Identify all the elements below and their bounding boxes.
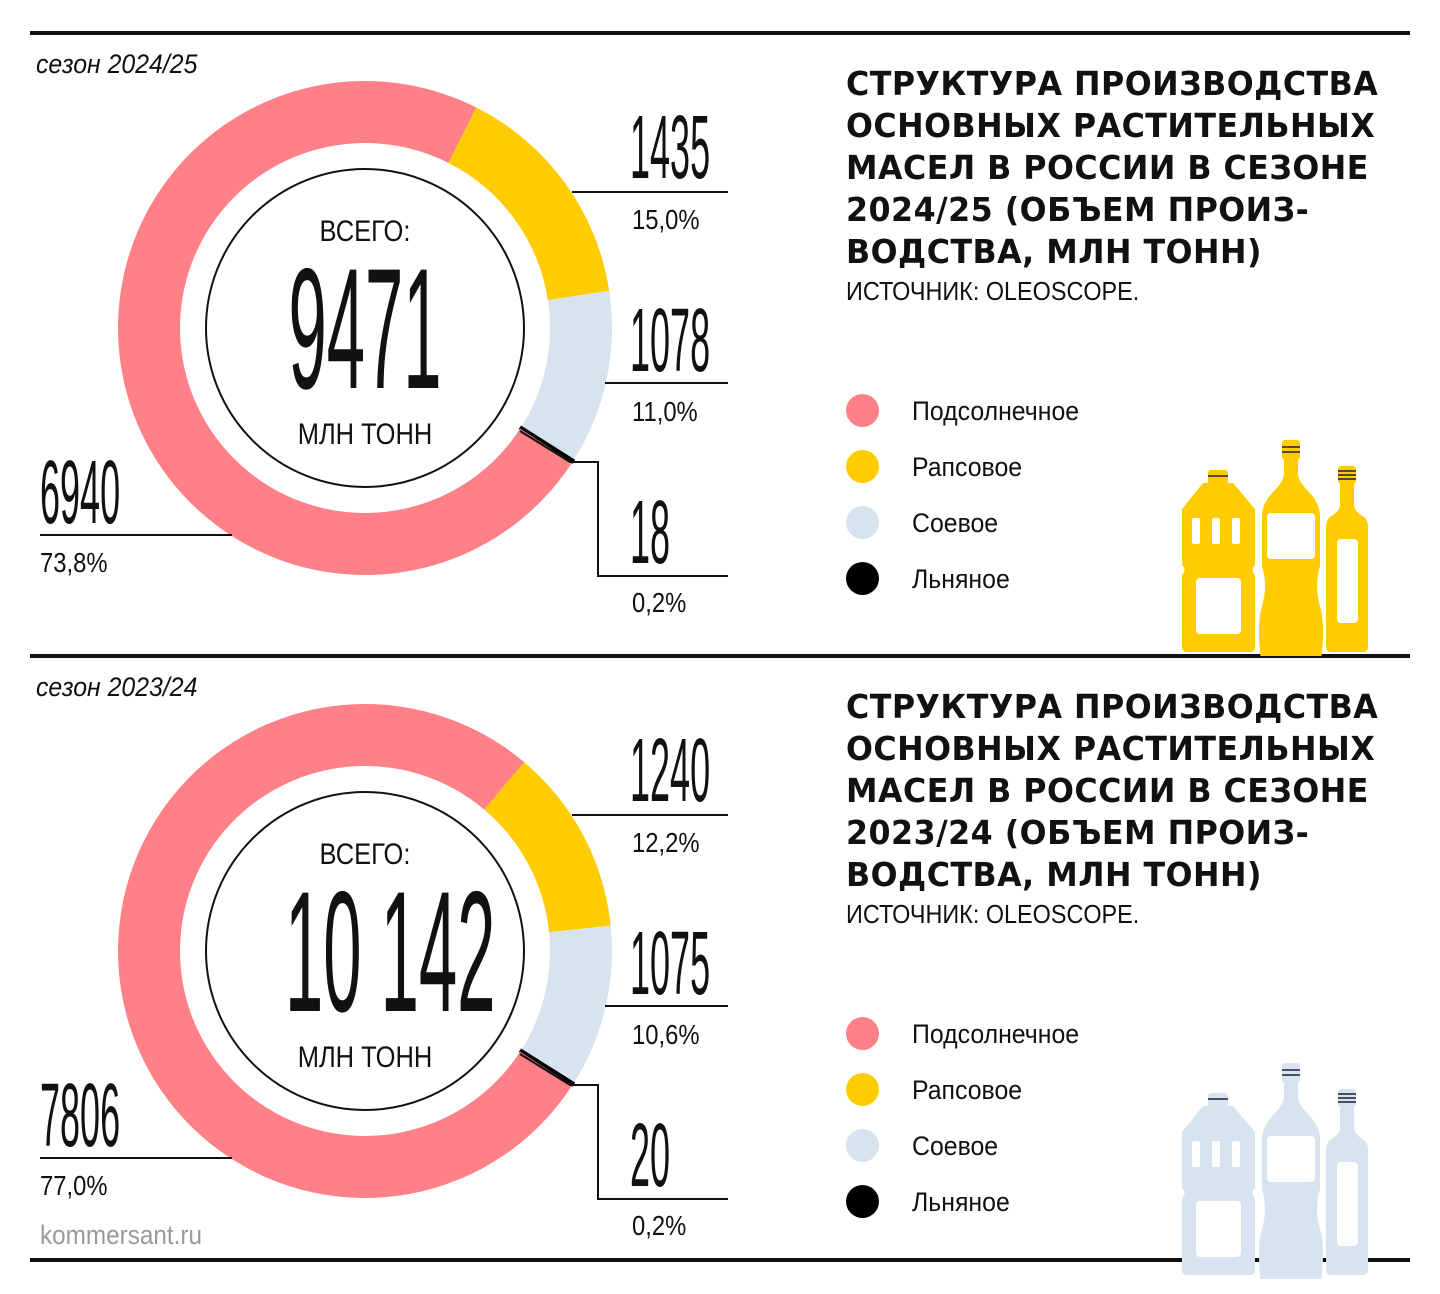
- leader-line-linen: [519, 430, 728, 577]
- total-value: 9471: [288, 233, 442, 425]
- legend-label-sunflower: Подсолнечное: [912, 396, 1080, 426]
- inner-circle: [205, 168, 525, 488]
- source-note: ИСТОЧНИК: OLEOSCOPE.: [846, 899, 1140, 929]
- title-line: МАСЕЛ В РОССИИ В СЕЗОНЕ: [846, 148, 1369, 187]
- bottle-label: [1337, 539, 1358, 623]
- value-label-sunflower: 6940: [40, 443, 121, 543]
- donut-slice-rapeseed: [484, 762, 611, 933]
- legend-label-sunflower: Подсолнечное: [912, 1019, 1080, 1049]
- donut-slice-soy: [521, 925, 612, 1083]
- value-label-linen: 18: [630, 483, 671, 583]
- bottle-label: [1267, 1136, 1315, 1182]
- bottle-window: [1212, 518, 1220, 544]
- percent-label-linen: 0,2%: [632, 1210, 687, 1241]
- panel-2023-24: сезон 2023/24 ВСЕГО: 10 142 МЛН ТОНН 124…: [0, 656, 1440, 1279]
- bottle-label: [1337, 1162, 1358, 1246]
- bottle-cap: [1208, 1093, 1228, 1107]
- chart-title: СТРУКТУРА ПРОИЗВОДСТВА ОСНОВНЫХ РАСТИТЕЛ…: [846, 63, 1400, 273]
- bottom-rule: [30, 1258, 1410, 1262]
- percent-label-rapeseed: 15,0%: [632, 204, 700, 235]
- season-label: сезон 2024/25: [36, 49, 198, 79]
- title-line: ВОДСТВА, МЛН ТОНН): [846, 855, 1262, 894]
- bottle-cap: [1282, 1063, 1300, 1083]
- title-line: СТРУКТУРА ПРОИЗВОДСТВА: [846, 687, 1379, 726]
- source-note: ИСТОЧНИК: OLEOSCOPE.: [846, 276, 1140, 306]
- percent-label-sunflower: 73,8%: [40, 547, 108, 578]
- value-label-rapeseed: 1240: [630, 721, 711, 821]
- percent-label-soy: 10,6%: [632, 1019, 700, 1050]
- title-line: 2024/25 (ОБЪЕМ ПРОИЗ-: [846, 190, 1310, 229]
- bottle-window: [1232, 518, 1240, 544]
- bottle-window: [1212, 1141, 1220, 1167]
- bottle-label: [1267, 513, 1315, 559]
- total-label: ВСЕГО:: [319, 215, 411, 248]
- value-label-sunflower: 7806: [40, 1066, 121, 1166]
- donut-slice-rapeseed: [448, 107, 610, 301]
- bottle-window: [1192, 1141, 1200, 1167]
- value-label-linen: 20: [630, 1106, 671, 1206]
- title-line: ВОДСТВА, МЛН ТОНН): [846, 232, 1262, 271]
- percent-label-linen: 0,2%: [632, 587, 687, 618]
- leader-line-linen: [519, 1053, 728, 1200]
- title-line: ОСНОВНЫХ РАСТИТЕЛЬНЫХ: [846, 106, 1376, 145]
- bottle-window: [1192, 518, 1200, 544]
- legend-swatch-rapeseed: [846, 450, 879, 483]
- percent-label-sunflower: 77,0%: [40, 1170, 108, 1201]
- title-line: МАСЕЛ В РОССИИ В СЕЗОНЕ: [846, 771, 1369, 810]
- legend-label-soy: Соевое: [912, 508, 999, 538]
- legend-swatch-linen: [846, 1185, 879, 1218]
- legend-label-soy: Соевое: [912, 1131, 999, 1161]
- donut-slice-soy: [521, 290, 612, 461]
- middle-rule: [30, 654, 1410, 658]
- bottle-label: [1196, 1201, 1241, 1257]
- legend-label-linen: Льняное: [912, 564, 1010, 594]
- legend-swatch-soy: [846, 506, 879, 539]
- chart-title: СТРУКТУРА ПРОИЗВОДСТВА ОСНОВНЫХ РАСТИТЕЛ…: [846, 686, 1400, 896]
- season-label: сезон 2023/24: [36, 672, 198, 702]
- percent-label-soy: 11,0%: [632, 396, 698, 427]
- percent-label-rapeseed: 12,2%: [632, 827, 700, 858]
- donut-chart: [40, 80, 1368, 656]
- title-line: СТРУКТУРА ПРОИЗВОДСТВА: [846, 64, 1379, 103]
- bottle-window: [1232, 1141, 1240, 1167]
- value-label-soy: 1075: [630, 914, 711, 1014]
- donut-chart: [40, 704, 1368, 1279]
- title-line: 2023/24 (ОБЪЕМ ПРОИЗ-: [846, 813, 1310, 852]
- inner-circle: [205, 791, 525, 1111]
- total-unit: МЛН ТОНН: [297, 1041, 433, 1074]
- value-label-soy: 1078: [630, 291, 711, 391]
- donut-slice-linen: [518, 425, 576, 464]
- total-label: ВСЕГО:: [319, 838, 411, 871]
- bottle-label: [1196, 578, 1241, 634]
- bottle-cap: [1282, 440, 1300, 460]
- top-rule: [30, 31, 1410, 35]
- title-line: ОСНОВНЫХ РАСТИТЕЛЬНЫХ: [846, 729, 1376, 768]
- legend-swatch-soy: [846, 1129, 879, 1162]
- legend-label-rapeseed: Рапсовое: [912, 1075, 1023, 1105]
- legend-swatch-sunflower: [846, 394, 879, 427]
- bottle-cap: [1208, 470, 1228, 484]
- total-unit: МЛН ТОНН: [297, 418, 433, 451]
- donut-slice-linen: [518, 1048, 576, 1087]
- legend-label-linen: Льняное: [912, 1187, 1010, 1217]
- value-label-rapeseed: 1435: [630, 98, 711, 198]
- total-value: 10 142: [285, 856, 496, 1048]
- panel-2024-25: сезон 2024/25 ВСЕГО: 9471 МЛН ТОНН 1435 …: [0, 33, 1440, 656]
- legend-swatch-rapeseed: [846, 1073, 879, 1106]
- legend-swatch-sunflower: [846, 1017, 879, 1050]
- legend-swatch-linen: [846, 562, 879, 595]
- legend-label-rapeseed: Рапсовое: [912, 452, 1023, 482]
- footer-source: kommersant.ru: [40, 1220, 203, 1250]
